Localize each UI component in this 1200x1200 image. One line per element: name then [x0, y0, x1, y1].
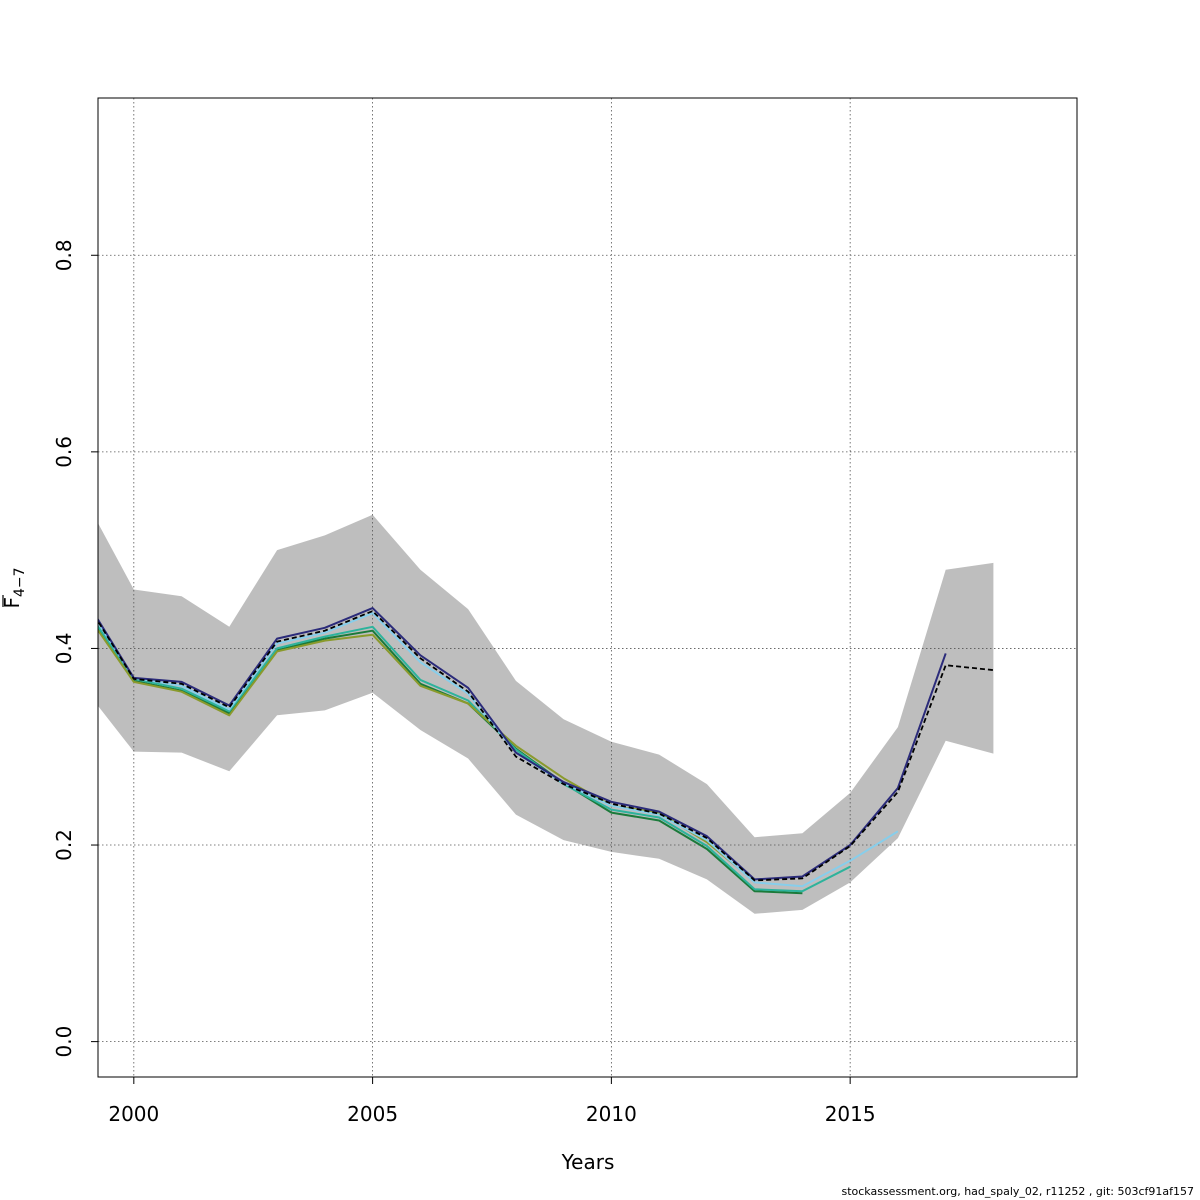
- x-tick-label-2005: 2005: [347, 1102, 398, 1126]
- confidence-band: [98, 514, 994, 914]
- y-tick-label-0_2: 0.2: [52, 829, 76, 861]
- x-axis-ticks: 2000 2005 2010 2015: [108, 1077, 876, 1126]
- grid-layer: [98, 98, 1077, 1077]
- x-tick-label-2010: 2010: [586, 1102, 637, 1126]
- series-line-assessment-2017: [98, 607, 947, 881]
- svg-text:F4−7: F4−7: [0, 567, 28, 608]
- y-tick-label-0_8: 0.8: [52, 239, 76, 271]
- series-line-assessment-2013: [98, 628, 756, 883]
- confidence-band-layer: [98, 514, 994, 914]
- y-axis-title: F4−7: [0, 567, 28, 608]
- footer-credit: stockassessment.org, had_spaly_02, r1125…: [841, 1185, 1194, 1198]
- y-tick-label-0_6: 0.6: [52, 436, 76, 468]
- y-tick-label-0: 0.0: [52, 1026, 76, 1058]
- plot-frame: [97, 97, 1078, 1078]
- series-layer: [98, 607, 994, 895]
- x-tick-label-2000: 2000: [108, 1102, 159, 1126]
- y-axis-title-subscript: 4−7: [12, 567, 28, 597]
- x-axis-title: Years: [561, 1150, 615, 1174]
- series-line-current-assessment: [98, 610, 994, 882]
- y-axis-ticks: 0.0 0.2 0.4 0.6 0.8: [52, 239, 98, 1058]
- x-tick-label-2015: 2015: [825, 1102, 876, 1126]
- y-tick-label-0_4: 0.4: [52, 632, 76, 664]
- y-axis-title-main: F: [0, 597, 24, 609]
- series-line-assessment-2015: [98, 624, 851, 893]
